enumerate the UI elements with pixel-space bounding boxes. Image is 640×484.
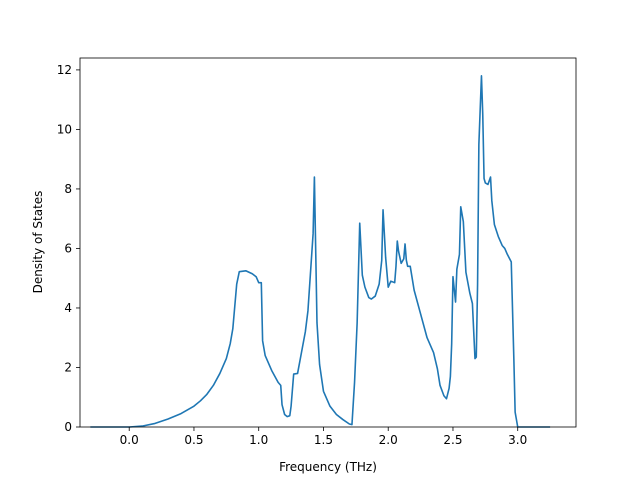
- x-tick-label: 2.5: [443, 433, 462, 447]
- x-tick-label: 2.0: [379, 433, 398, 447]
- y-axis: 0 2 4 6 8 10 12: [57, 63, 80, 434]
- x-tick-label: 0.5: [184, 433, 203, 447]
- x-tick-label: 0.0: [120, 433, 139, 447]
- x-axis-label: Frequency (THz): [279, 460, 377, 474]
- y-tick-label: 12: [57, 63, 72, 77]
- y-tick-label: 10: [57, 122, 72, 136]
- x-axis: 0.0 0.5 1.0 1.5 2.0 2.5 3.0: [120, 427, 527, 447]
- axes-frame: [79, 57, 577, 428]
- series-line-0: [90, 75, 551, 428]
- y-tick-label: 6: [64, 241, 72, 255]
- y-tick-label: 2: [64, 360, 72, 374]
- y-axis-label: Density of States: [31, 191, 45, 294]
- y-tick-label: 0: [64, 420, 72, 434]
- x-tick-label: 1.5: [314, 433, 333, 447]
- y-tick-label: 8: [64, 182, 72, 196]
- y-tick-label: 4: [64, 301, 72, 315]
- plot-area: [90, 75, 551, 428]
- x-tick-label: 3.0: [508, 433, 527, 447]
- x-tick-label: 1.0: [249, 433, 268, 447]
